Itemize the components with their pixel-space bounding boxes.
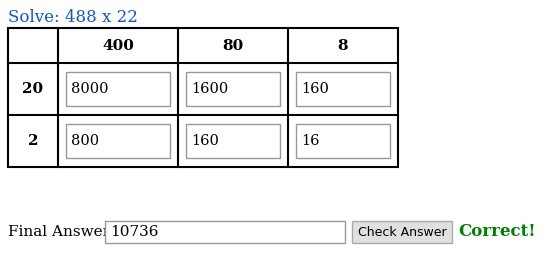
Bar (296, 72, 390, 106)
Text: Correct!: Correct! (458, 223, 536, 241)
Text: 800: 800 (71, 134, 99, 148)
Text: Check Answer: Check Answer (358, 226, 446, 238)
Text: 10736: 10736 (110, 225, 159, 239)
Text: 2: 2 (28, 134, 38, 148)
Text: 8000: 8000 (71, 82, 109, 96)
Text: 80: 80 (222, 39, 243, 52)
Bar (186, 124, 280, 158)
Bar (66, 72, 170, 106)
Bar (186, 72, 280, 106)
Bar (105, 221, 345, 243)
Bar (66, 124, 170, 158)
Text: 1600: 1600 (191, 82, 228, 96)
Text: 20: 20 (22, 82, 43, 96)
Text: 16: 16 (301, 134, 320, 148)
Text: Solve: 488 x 22: Solve: 488 x 22 (8, 9, 138, 26)
Text: 160: 160 (191, 134, 219, 148)
Text: 8: 8 (338, 39, 348, 52)
Bar (352, 221, 452, 243)
Text: 160: 160 (301, 82, 329, 96)
Text: 400: 400 (102, 39, 134, 52)
Text: Final Answer:: Final Answer: (8, 225, 115, 239)
Bar (8, 28, 398, 167)
Bar (296, 124, 390, 158)
